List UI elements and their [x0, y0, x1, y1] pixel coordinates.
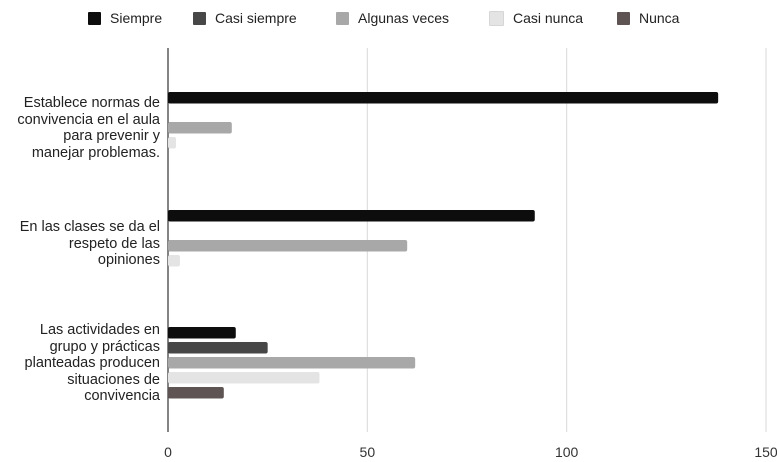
bar-algunas-veces-cat-2: [168, 357, 416, 369]
category-label-1: En las clases se da el respeto de las op…: [19, 219, 160, 268]
bar-casi-nunca-cat-1: [168, 255, 180, 267]
legend-swatch-algunas-veces: [336, 11, 349, 25]
x-tick-label-100: 100: [555, 444, 579, 460]
legend: Siempre Casi siempre Algunas veces Casi …: [0, 10, 777, 34]
x-tick-label-50: 50: [360, 444, 376, 460]
bar-casi-siempre-cat-2: [168, 342, 268, 354]
bar-algunas-veces-cat-1: [168, 240, 408, 252]
legend-swatch-nunca: [617, 11, 630, 25]
bar-casi-nunca-cat-0: [168, 137, 176, 149]
legend-swatch-siempre: [88, 11, 101, 25]
legend-item-casi-siempre: Casi siempre: [193, 10, 297, 26]
legend-item-casi-nunca: Casi nunca: [489, 10, 583, 26]
legend-item-algunas-veces: Algunas veces: [336, 10, 449, 26]
x-tick-label-0: 0: [164, 444, 172, 460]
category-label-0: Establece normas de convivencia en el au…: [17, 95, 160, 161]
category-label-2: Las actividades en grupo y prácticas pla…: [24, 322, 160, 404]
legend-label-algunas-veces: Algunas veces: [358, 10, 450, 26]
bar-siempre-cat-0: [168, 92, 719, 104]
x-tick-label-150: 150: [754, 444, 777, 460]
bar-siempre-cat-1: [168, 210, 535, 222]
legend-swatch-casi-siempre: [193, 11, 206, 25]
legend-label-casi-nunca: Casi nunca: [513, 10, 584, 26]
legend-label-casi-siempre: Casi siempre: [215, 10, 297, 26]
legend-item-siempre: Siempre: [88, 10, 162, 26]
legend-label-nunca: Nunca: [639, 10, 680, 26]
bar-casi-nunca-cat-2: [168, 372, 320, 384]
bar-nunca-cat-2: [168, 387, 224, 399]
legend-label-siempre: Siempre: [110, 10, 163, 26]
bar-siempre-cat-2: [168, 327, 236, 339]
legend-item-nunca: Nunca: [617, 10, 679, 26]
bar-algunas-veces-cat-0: [168, 122, 232, 134]
legend-swatch-casi-nunca: [489, 10, 504, 26]
